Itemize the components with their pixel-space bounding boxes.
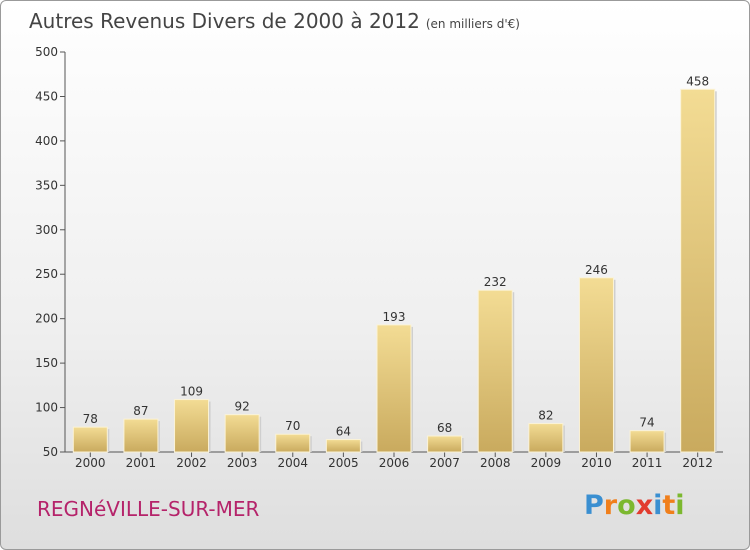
x-tick-label: 2012 (682, 456, 713, 470)
bar (477, 289, 513, 453)
bar (325, 439, 361, 453)
bar-value-label: 82 (538, 409, 553, 423)
x-tick-label: 2005 (328, 456, 359, 470)
logo-letter: t (662, 490, 676, 521)
bar-value-label: 109 (180, 385, 203, 399)
bar (528, 423, 564, 453)
bar (224, 414, 260, 453)
proxiti-logo: Proxiti (584, 490, 685, 521)
x-tick-label: 2007 (429, 456, 460, 470)
y-tick-label: 300 (35, 223, 58, 237)
bar-value-label: 70 (285, 419, 300, 433)
city-name: REGNéVILLE-SUR-MER (37, 497, 260, 521)
y-tick-label: 450 (35, 89, 58, 103)
y-tick-label: 250 (35, 267, 58, 281)
x-tick-label: 2001 (126, 456, 157, 470)
bar (174, 399, 210, 453)
x-tick-label: 2010 (581, 456, 612, 470)
y-tick-label: 50 (43, 445, 58, 459)
logo-letter: x (635, 490, 654, 521)
y-tick-label: 500 (35, 45, 58, 59)
chart-unit: (en milliers d'€) (425, 17, 520, 31)
y-tick-label: 150 (35, 356, 58, 370)
bar-value-label: 92 (235, 400, 250, 414)
bar-value-label: 458 (686, 74, 709, 88)
bar (680, 88, 716, 453)
x-tick-label: 2008 (480, 456, 511, 470)
bar (578, 277, 614, 453)
logo-letter: i (675, 490, 685, 521)
y-tick-label: 400 (35, 134, 58, 148)
bar (275, 433, 311, 453)
logo-letter: r (603, 490, 618, 521)
x-tick-label: 2004 (277, 456, 308, 470)
bar-value-label: 74 (639, 416, 654, 430)
y-tick-label: 350 (35, 178, 58, 192)
x-tick-label: 2003 (227, 456, 258, 470)
logo-letter: P (584, 490, 604, 521)
x-tick-label: 2000 (75, 456, 106, 470)
bar-value-label: 232 (484, 275, 507, 289)
bar (427, 435, 463, 453)
x-tick-label: 2009 (531, 456, 562, 470)
y-tick-label: 200 (35, 312, 58, 326)
x-tick-label: 2002 (176, 456, 207, 470)
bar (629, 430, 665, 453)
logo-letter: o (617, 490, 636, 521)
bar-value-label: 246 (585, 263, 608, 277)
bar (72, 426, 108, 453)
bar (123, 418, 159, 453)
logo-letter: i (653, 490, 663, 521)
x-tick-label: 2011 (632, 456, 663, 470)
bar-value-label: 78 (83, 412, 98, 426)
chart-title: Autres Revenus Divers de 2000 à 2012 (en … (29, 9, 520, 33)
y-tick-label: 100 (35, 401, 58, 415)
chart-title-text: Autres Revenus Divers de 2000 à 2012 (29, 9, 420, 33)
bar-value-label: 64 (336, 425, 351, 439)
bar (376, 324, 412, 453)
x-tick-label: 2006 (379, 456, 410, 470)
bar-value-label: 87 (133, 404, 148, 418)
bar-value-label: 68 (437, 421, 452, 435)
bar-value-label: 193 (383, 310, 406, 324)
